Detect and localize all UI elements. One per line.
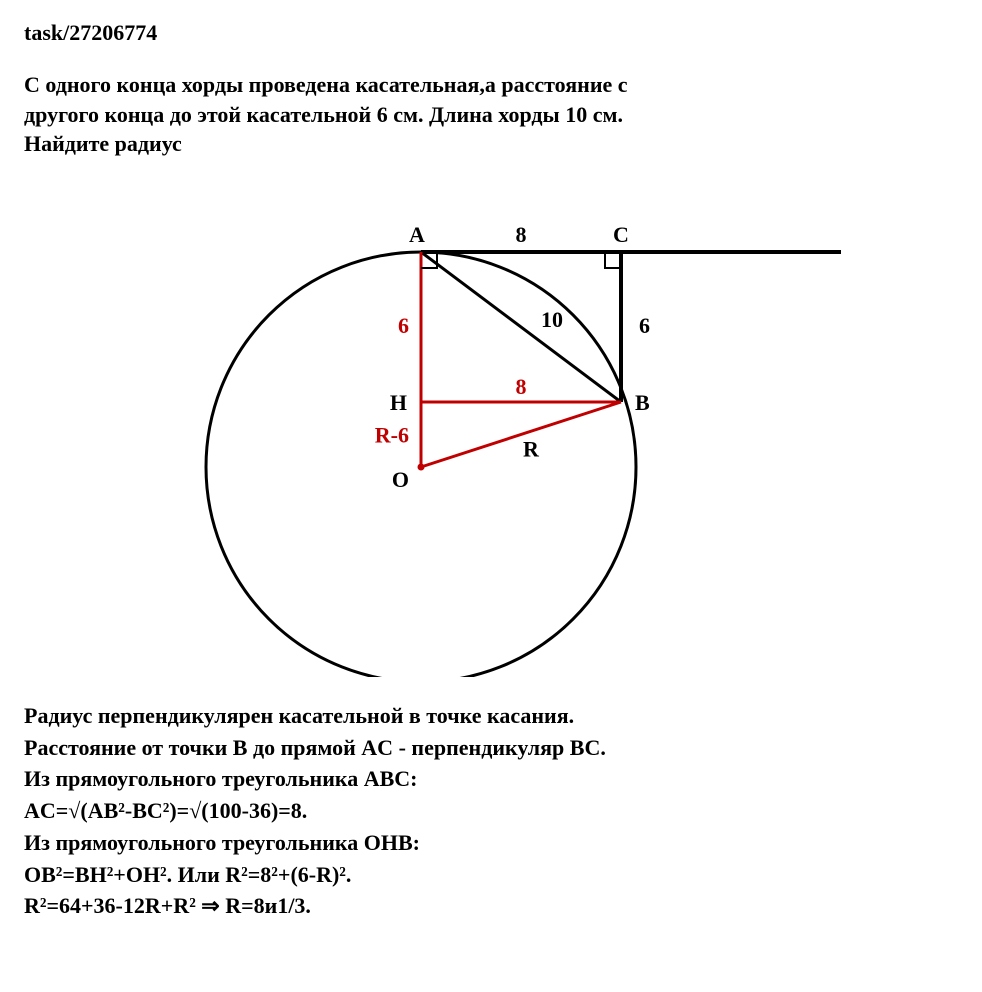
solution-line: Расстояние от точки B до прямой AC - пер… — [24, 733, 958, 763]
svg-text:6: 6 — [398, 313, 409, 338]
svg-text:10: 10 — [541, 307, 563, 332]
task-id: task/27206774 — [24, 20, 958, 46]
problem-line: С одного конца хорды проведена касательн… — [24, 72, 628, 97]
solution-line: R²=64+36-12R+R² ⇒ R=8и1/3. — [24, 891, 958, 921]
geometry-diagram: A C B H O 8 6 10 6 8 R-6 R — [141, 177, 841, 677]
diagram-container: A C B H O 8 6 10 6 8 R-6 R — [24, 177, 958, 677]
problem-statement: С одного конца хорды проведена касательн… — [24, 70, 958, 159]
solution-line: AC=√(AB²-BC²)=√(100-36)=8. — [24, 796, 958, 826]
solution-line: OB²=BH²+OH². Или R²=8²+(6-R)². — [24, 860, 958, 890]
problem-line: Найдите радиус — [24, 131, 182, 156]
solution-block: Радиус перпендикулярен касательной в точ… — [24, 701, 958, 921]
svg-text:B: B — [635, 390, 650, 415]
svg-text:R: R — [523, 437, 540, 462]
svg-text:A: A — [409, 222, 425, 247]
problem-line: другого конца до этой касательной 6 см. … — [24, 102, 623, 127]
svg-text:H: H — [390, 390, 407, 415]
svg-text:8: 8 — [516, 374, 527, 399]
svg-text:O: O — [392, 467, 409, 492]
svg-text:6: 6 — [639, 313, 650, 338]
svg-text:R-6: R-6 — [375, 423, 409, 448]
solution-line: Из прямоугольного треугольника OHB: — [24, 828, 958, 858]
solution-line: Из прямоугольного треугольника ABC: — [24, 764, 958, 794]
solution-line: Радиус перпендикулярен касательной в точ… — [24, 701, 958, 731]
svg-text:C: C — [613, 222, 629, 247]
svg-text:8: 8 — [516, 222, 527, 247]
